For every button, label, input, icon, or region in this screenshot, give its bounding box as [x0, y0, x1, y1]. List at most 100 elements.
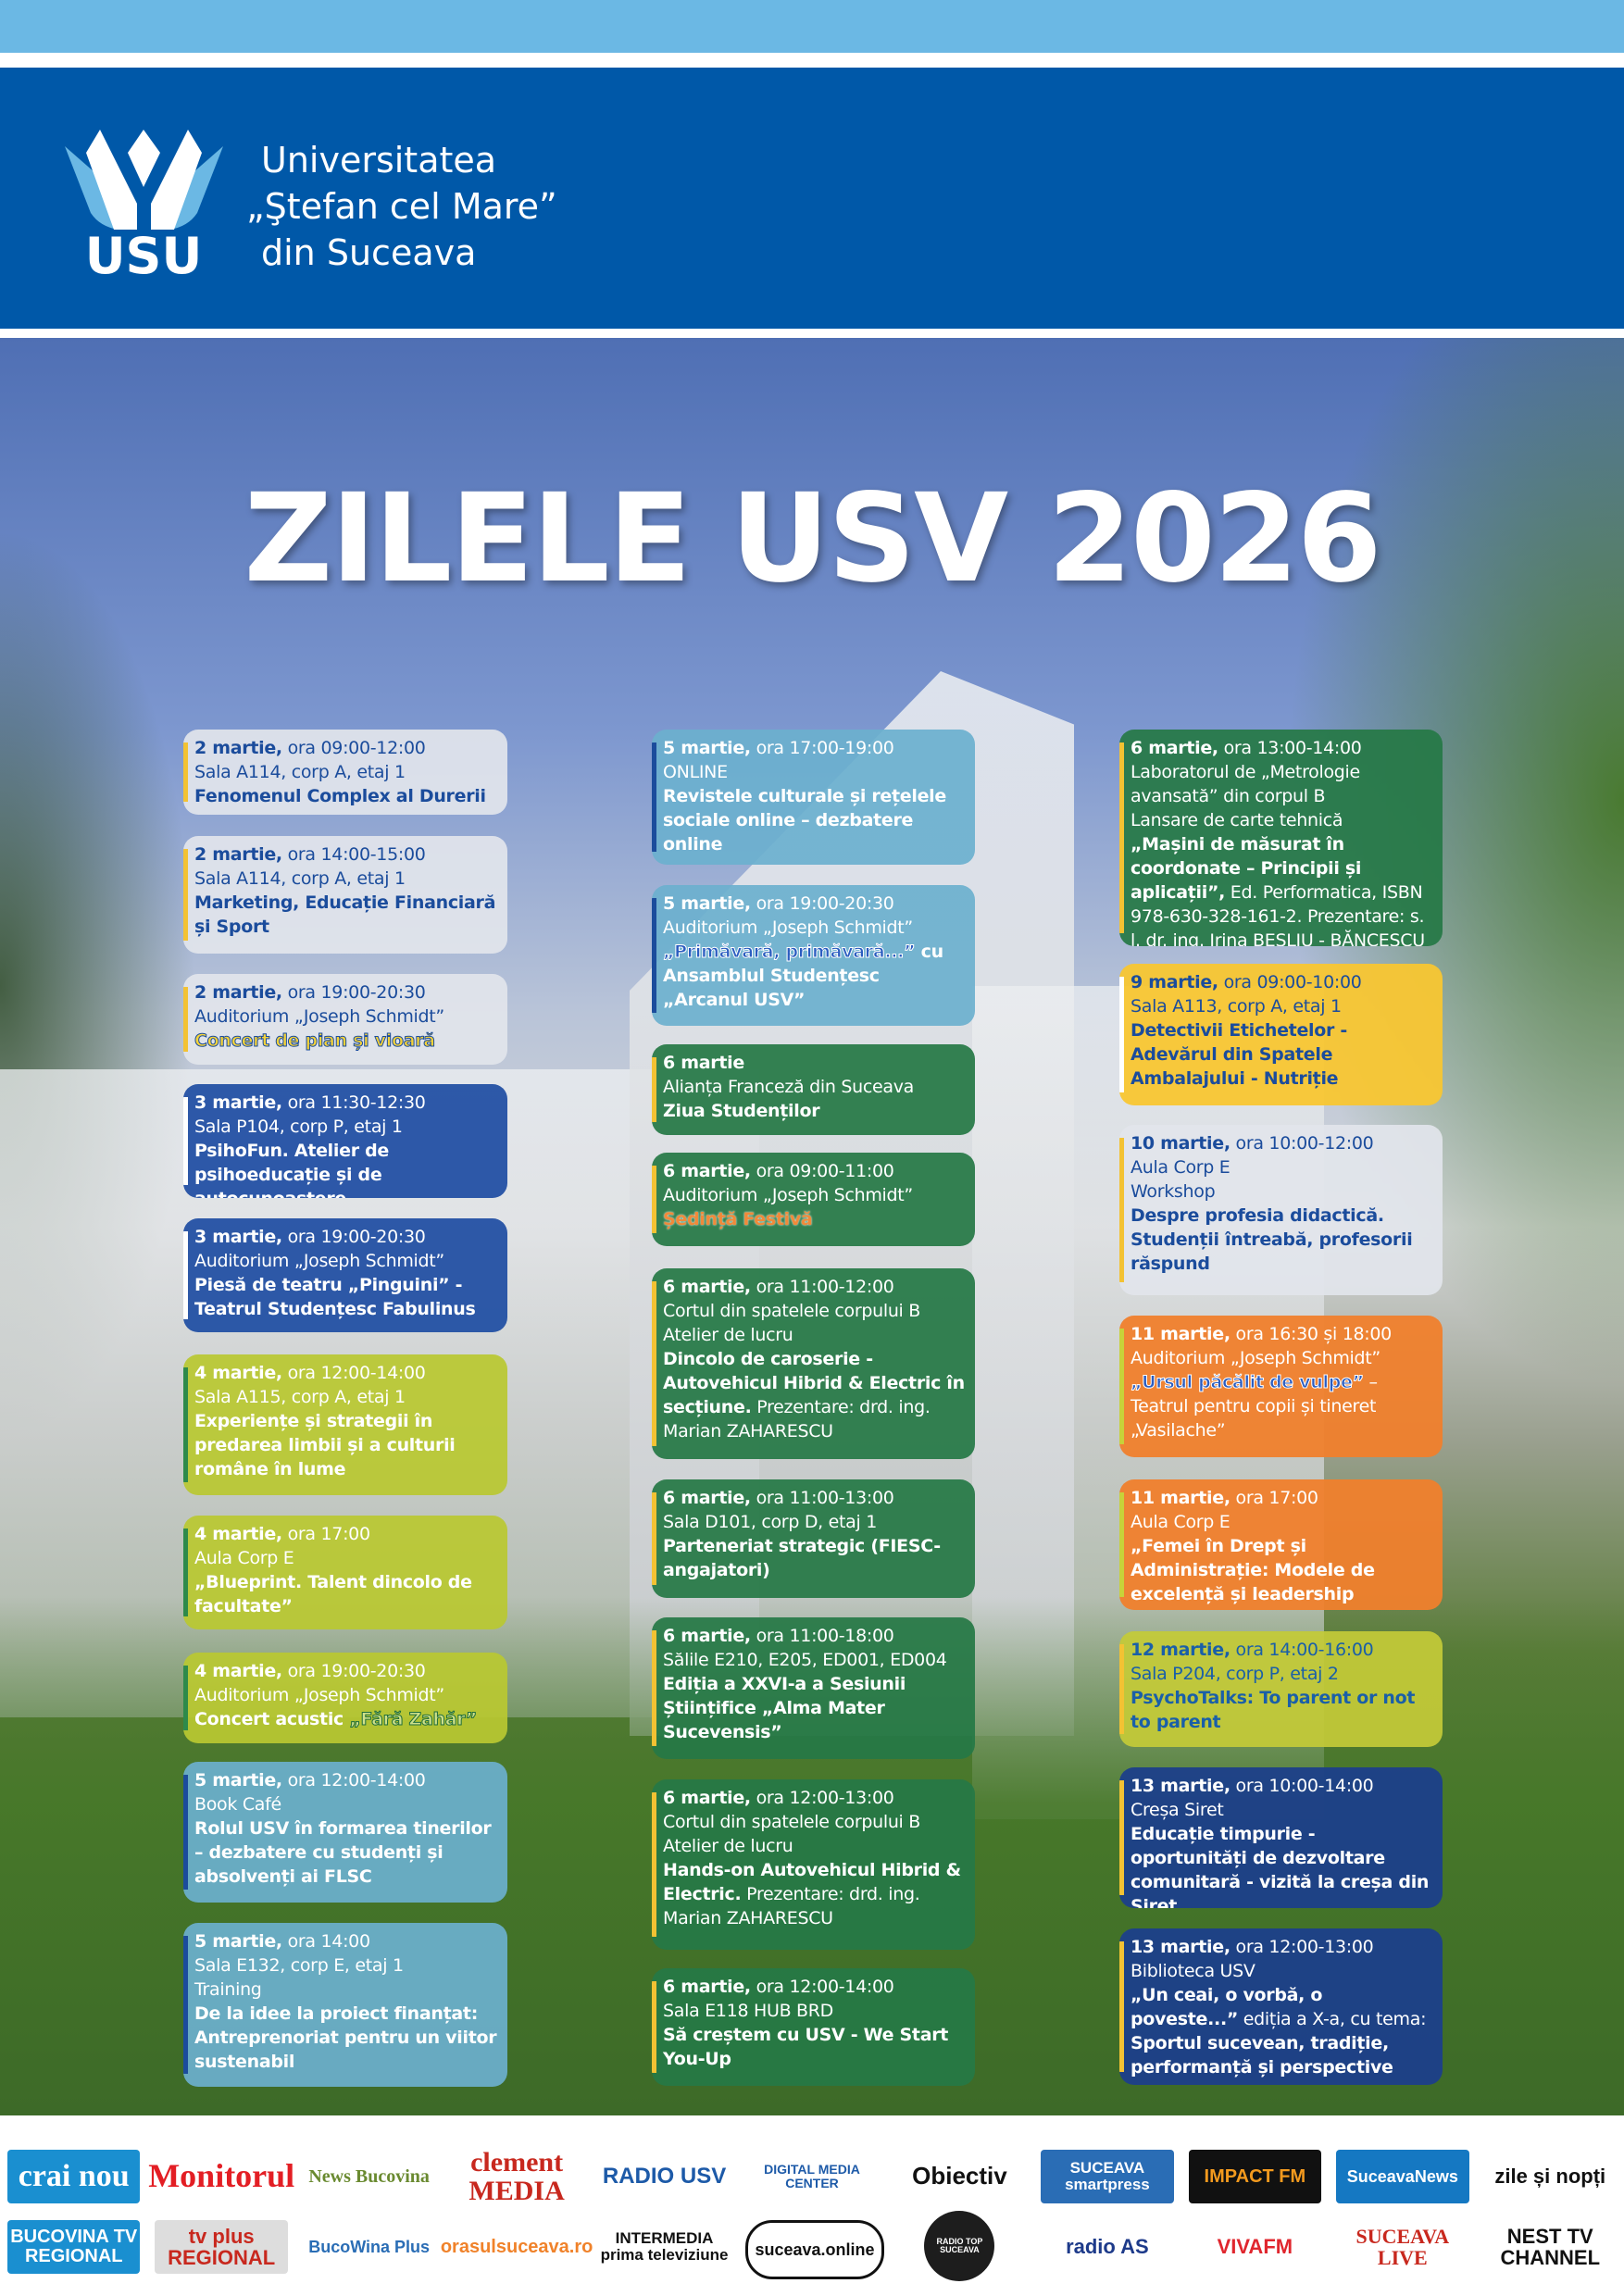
event-date: 6 martie,: [663, 1277, 751, 1297]
university-header: [0, 68, 1624, 329]
event-title: ZILELE USV 2026: [244, 468, 1381, 610]
event-time: ora 12:00-14:00: [281, 1363, 426, 1383]
event-card: 5 martie, ora 19:00-20:30 Auditorium „Jos…: [652, 885, 975, 1026]
partner-logo: RADIO TOP SUCEAVA: [924, 2211, 995, 2281]
event-location: Aula Corp E: [194, 1548, 294, 1568]
event-title-segment: Revistele culturale și rețelele sociale …: [663, 786, 946, 855]
event-time: ora 10:00-14:00: [1230, 1776, 1374, 1796]
event-date: 9 martie,: [1131, 972, 1218, 992]
event-title-text: Ședință Festivă: [663, 1207, 966, 1231]
event-location: Sala A115, corp A, etaj 1: [194, 1387, 406, 1407]
event-title-text: Piesă de teatru „Pinguini” - Teatrul Stu…: [194, 1273, 498, 1321]
event-time: ora 17:00: [1230, 1488, 1318, 1508]
event-title-segment: Hands-on Autovehicul Hibrid & Electric.: [663, 1860, 961, 1904]
event-date: 3 martie,: [194, 1092, 282, 1113]
event-card: 4 martie, ora 17:00 Aula Corp E „Blueprint…: [183, 1516, 507, 1629]
partner-logo: clement MEDIA: [450, 2147, 583, 2205]
event-card: 3 martie, ora 19:00-20:30 Auditorium „Jos…: [183, 1218, 507, 1332]
event-card: 3 martie, ora 11:30-12:30 Sala P104, corp…: [183, 1084, 507, 1198]
event-title-text: Concert acustic „Fără Zahăr”: [194, 1707, 498, 1731]
event-location: Aula Corp E: [1131, 1512, 1230, 1532]
event-location: Cortul din spatelele corpului B: [663, 1301, 921, 1321]
event-time: ora 14:00: [281, 1931, 370, 1952]
event-title-text: „Blueprint. Talent dincolo de facultate”: [194, 1570, 498, 1618]
event-title-segment: Rolul USV în formarea tinerilor – dezbat…: [194, 1818, 492, 1887]
event-title-segment: Să creștem cu USV - We Start You-Up: [663, 2025, 949, 2069]
event-title-segment: Ed. Performatica, ISBN 978-630-328-161-2…: [1131, 882, 1425, 946]
event-time: ora 09:00-11:00: [750, 1161, 894, 1181]
university-name: Universitatea „Ştefan cel Mare” din Suce…: [246, 137, 557, 276]
event-location: Sala D101, corp D, etaj 1: [663, 1512, 878, 1532]
event-location: Auditorium „Joseph Schmidt”: [663, 1185, 913, 1205]
event-title-segment: „Femei în Drept și Administrație: Modele…: [1131, 1536, 1375, 1610]
event-date: 10 martie,: [1131, 1133, 1230, 1154]
event-title-text: „Primăvară, primăvară...” cu Ansamblul S…: [662, 940, 966, 1012]
event-title-segment: „Primăvară, primăvară...”: [662, 942, 916, 963]
event-date: 6 martie,: [663, 1161, 751, 1181]
event-date: 3 martie,: [194, 1227, 282, 1247]
event-date: 6 martie,: [663, 1788, 751, 1808]
event-title-segment: – Teatrul pentru copii și tineret „Vasil…: [1131, 1372, 1378, 1441]
event-title-text: Dincolo de caroserie - Autovehicul Hibri…: [663, 1347, 966, 1443]
event-title-segment: PsychoTalks: To parent or not to parent: [1131, 1688, 1416, 1732]
event-title-segment: PsihoFun. Atelier de psihoeducație și de…: [194, 1141, 389, 1198]
event-time: ora 14:00-15:00: [281, 844, 426, 865]
event-title-text: Fenomenul Complex al Durerii: [194, 784, 498, 808]
event-card: 6 martie, ora 12:00-14:00 Sala E118 HUB B…: [652, 1968, 975, 2086]
event-card: 5 martie, ora 14:00 Sala E132, corp E, et…: [183, 1923, 507, 2087]
event-title-text: Marketing, Educație Financiară și Sport: [194, 891, 498, 939]
event-type: Lansare de carte tehnică: [1131, 810, 1343, 830]
event-location: Sala A114, corp A, etaj 1: [194, 762, 406, 782]
partner-logo: VIVAFM: [1188, 2220, 1322, 2274]
partner-logo: Obiectiv: [893, 2150, 1027, 2203]
event-location: Sala A113, corp A, etaj 1: [1131, 996, 1342, 1017]
event-title-text: Rolul USV în formarea tinerilor – dezbat…: [194, 1816, 498, 1889]
partner-logo: tv plus REGIONAL: [155, 2220, 288, 2274]
top-band: [0, 0, 1624, 53]
event-card: 13 martie, ora 10:00-14:00 Creșa Siret Edu…: [1119, 1767, 1443, 1908]
partner-logo: RADIO USV: [597, 2150, 731, 2203]
event-title-segment: Ediția a XXVI-a a Sesiunii Științifice „…: [663, 1674, 906, 1742]
event-date: 5 martie,: [194, 1931, 282, 1952]
event-time: ora 12:00-13:00: [750, 1788, 894, 1808]
event-card: 2 martie, ora 19:00-20:30 Auditorium „Jos…: [183, 974, 507, 1065]
event-time: ora 19:00-20:30: [281, 1661, 426, 1681]
event-time: ora 14:00-16:00: [1230, 1640, 1374, 1660]
event-title-text: Ediția a XXVI-a a Sesiunii Științifice „…: [663, 1672, 966, 1744]
event-date: 4 martie,: [194, 1661, 282, 1681]
event-time: ora 17:00: [281, 1524, 370, 1544]
event-card: 6 martie Alianța Franceză din Suceava Ziua…: [652, 1044, 975, 1135]
event-title-segment: „Fără Zahăr”: [349, 1709, 478, 1730]
event-title-segment: „Blueprint. Talent dincolo de facultate”: [194, 1572, 472, 1616]
partner-logo: SuceavaNews: [1336, 2150, 1469, 2203]
event-title-segment: Sportul sucevean, tradiție, performanță …: [1131, 2033, 1393, 2078]
event-location: ONLINE: [663, 762, 728, 782]
event-title-text: Detectivii Etichetelor - Adevărul din Sp…: [1131, 1018, 1433, 1091]
event-title-segment: Experiențe și strategii în predarea limb…: [194, 1411, 456, 1479]
event-time: ora 17:00-19:00: [750, 738, 894, 758]
event-title-text: „Femei în Drept și Administrație: Modele…: [1131, 1534, 1433, 1610]
event-title-text: PsihoFun. Atelier de psihoeducație și de…: [194, 1139, 498, 1198]
event-title-segment: Concert acustic: [194, 1709, 350, 1729]
event-title-text: „Mașini de măsurat în coordonate – Princ…: [1131, 832, 1433, 946]
event-type: Atelier de lucru: [663, 1325, 793, 1345]
event-location: Auditorium „Joseph Schmidt”: [663, 917, 913, 938]
event-date: 6 martie,: [663, 1488, 751, 1508]
event-title-text: „Un ceai, o vorbă, o poveste...” ediția …: [1131, 1983, 1433, 2079]
event-card: 2 martie, ora 14:00-15:00 Sala A114, corp…: [183, 836, 507, 954]
event-time: ora 12:00-14:00: [281, 1770, 426, 1791]
event-title-text: Experiențe și strategii în predarea limb…: [194, 1409, 498, 1481]
event-title-text: Educație timpurie - oportunități de dezv…: [1131, 1822, 1433, 1908]
event-title-segment: Prezentare: drd. ing. Marian ZAHARESCU: [663, 1884, 920, 1928]
event-title-segment: Marketing, Educație Financiară și Sport: [194, 892, 496, 937]
event-time: ora 12:00-14:00: [750, 1977, 894, 1997]
event-title-segment: „Un ceai, o vorbă, o poveste...”: [1131, 1985, 1323, 2029]
event-time: ora 09:00-10:00: [1218, 972, 1362, 992]
partner-logo: News Bucovina: [302, 2150, 436, 2203]
event-title-segment: Piesă de teatru „Pinguini” - Teatrul Stu…: [194, 1275, 476, 1319]
event-location: Laboratorul de „Metrologie avansată” din…: [1131, 762, 1360, 806]
event-title-text: PsychoTalks: To parent or not to parent: [1131, 1686, 1433, 1734]
event-card: 6 martie, ora 13:00-14:00 Laboratorul de …: [1119, 730, 1443, 946]
partner-logo: Monitorul: [148, 2150, 294, 2203]
event-title-segment: Ziua Studenților: [663, 1101, 820, 1121]
